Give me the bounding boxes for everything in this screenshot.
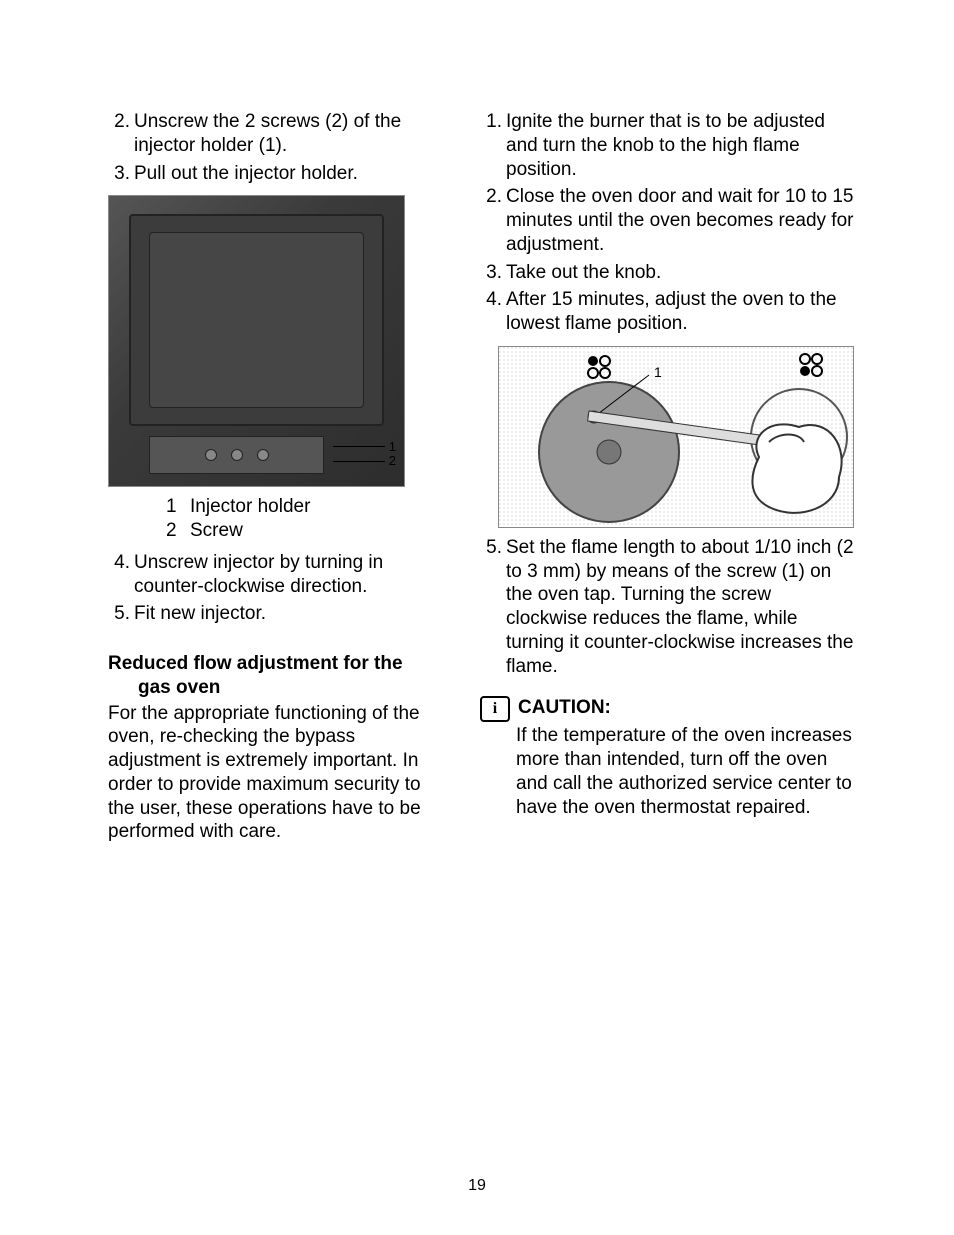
figure-callout-1: 1 [654, 364, 662, 380]
step-text: Unscrew the 2 screws (2) of the injector… [134, 110, 442, 158]
step-3: 3. Take out the knob. [480, 261, 854, 285]
heading-line-2: gas oven [138, 676, 442, 700]
step-number: 2. [108, 110, 130, 158]
figure-injector-holder: 1 2 [108, 195, 405, 487]
figure-legend: 1 Injector holder 2 Screw [166, 495, 442, 543]
step-text: Pull out the injector holder. [134, 162, 358, 186]
caution-block: i CAUTION: [480, 696, 854, 722]
step-number: 1. [480, 110, 502, 181]
legend-text: Injector holder [190, 495, 310, 519]
callout-label: 2 [389, 454, 396, 468]
heading-line-1: Reduced flow adjustment for the [108, 652, 442, 676]
legend-row-2: 2 Screw [166, 519, 442, 543]
legend-num: 1 [166, 495, 190, 519]
figure-oven-panel [149, 232, 364, 408]
legend-row-1: 1 Injector holder [166, 495, 442, 519]
right-column: 1. Ignite the burner that is to be adjus… [480, 110, 854, 844]
figure-oven-body [129, 214, 384, 426]
callout-label: 1 [389, 440, 396, 454]
step-text: Fit new injector. [134, 602, 266, 626]
step-2: 2. Close the oven door and wait for 10 t… [480, 185, 854, 256]
step-number: 4. [480, 288, 502, 336]
step-text: Ignite the burner that is to be adjusted… [506, 110, 854, 181]
legend-text: Screw [190, 519, 243, 543]
figure-callouts: 1 2 [333, 440, 396, 469]
step-5: 5. Set the flame length to about 1/10 in… [480, 536, 854, 679]
step-text: Close the oven door and wait for 10 to 1… [506, 185, 854, 256]
legend-num: 2 [166, 519, 190, 543]
step-number: 5. [108, 602, 130, 626]
section-paragraph: For the appropriate functioning of the o… [108, 702, 442, 845]
step-text: Set the flame length to about 1/10 inch … [506, 536, 854, 679]
caution-text: If the temperature of the oven increases… [516, 724, 854, 819]
callout-1: 1 [333, 440, 396, 454]
screw-dot-icon [257, 449, 269, 461]
two-column-layout: 2. Unscrew the 2 screws (2) of the injec… [108, 110, 854, 844]
step-number: 3. [480, 261, 502, 285]
oven-tap-diagram: 1 [499, 347, 853, 527]
manual-page: 2. Unscrew the 2 screws (2) of the injec… [0, 0, 954, 1235]
step-text: After 15 minutes, adjust the oven to the… [506, 288, 854, 336]
page-number: 19 [0, 1177, 954, 1195]
step-1: 1. Ignite the burner that is to be adjus… [480, 110, 854, 181]
left-steps-upper: 2. Unscrew the 2 screws (2) of the injec… [108, 110, 442, 185]
step-4: 4. After 15 minutes, adjust the oven to … [480, 288, 854, 336]
info-icon: i [480, 696, 510, 722]
info-icon-glyph: i [493, 699, 497, 719]
step-5: 5. Fit new injector. [108, 602, 442, 626]
left-column: 2. Unscrew the 2 screws (2) of the injec… [108, 110, 442, 844]
step-number: 2. [480, 185, 502, 256]
step-text: Take out the knob. [506, 261, 661, 285]
step-number: 5. [480, 536, 502, 679]
right-steps-lower: 5. Set the flame length to about 1/10 in… [480, 536, 854, 679]
step-4: 4. Unscrew injector by turning in counte… [108, 551, 442, 599]
screw-dot-icon [231, 449, 243, 461]
step-number: 4. [108, 551, 130, 599]
screw-dot-icon [205, 449, 217, 461]
section-heading: Reduced flow adjustment for the gas oven [108, 652, 442, 700]
step-text: Unscrew injector by turning in counter-c… [134, 551, 442, 599]
caution-label: CAUTION: [518, 696, 611, 720]
figure-holder-bar [149, 436, 324, 474]
callout-2: 2 [333, 454, 396, 468]
figure-oven-tap: 1 [498, 346, 854, 528]
step-number: 3. [108, 162, 130, 186]
step-3: 3. Pull out the injector holder. [108, 162, 442, 186]
step-2: 2. Unscrew the 2 screws (2) of the injec… [108, 110, 442, 158]
right-steps-upper: 1. Ignite the burner that is to be adjus… [480, 110, 854, 336]
left-steps-lower: 4. Unscrew injector by turning in counte… [108, 551, 442, 626]
